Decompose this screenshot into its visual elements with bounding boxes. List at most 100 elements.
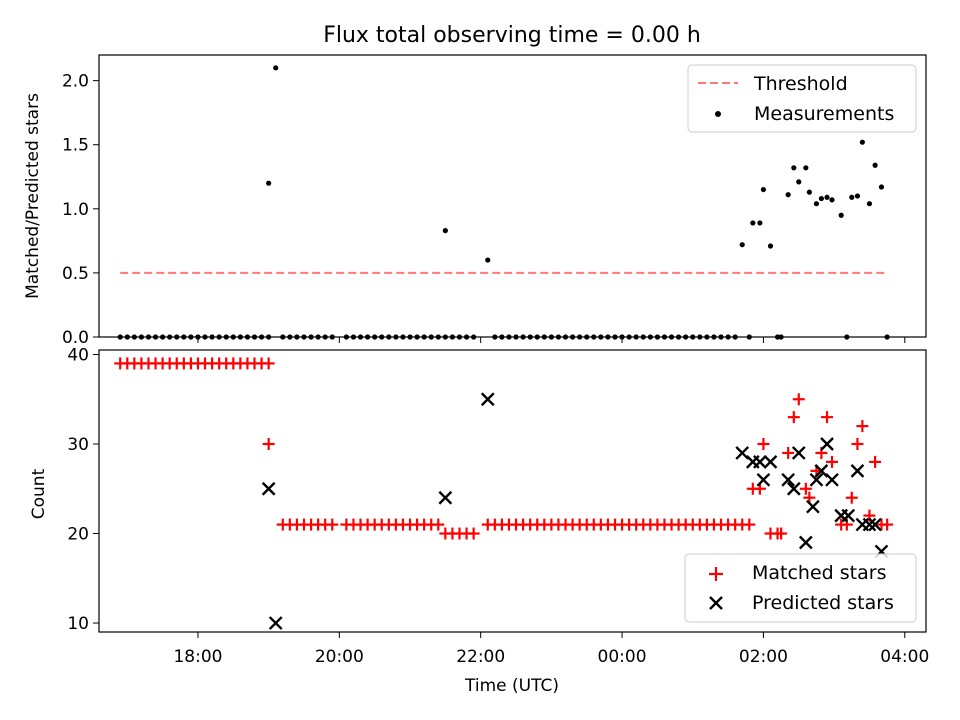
- measurement-point: [838, 212, 844, 218]
- chart-title: Flux total observing time = 0.00 h: [323, 23, 701, 48]
- measurement-point: [704, 334, 710, 340]
- measurement-point: [690, 334, 696, 340]
- measurement-point: [414, 334, 420, 340]
- measurement-point: [301, 334, 307, 340]
- predicted-star-marker: [841, 508, 856, 523]
- matched-star-marker: [467, 527, 480, 540]
- measurement-point: [209, 334, 215, 340]
- matched-star-marker: [845, 491, 858, 504]
- measurement-point: [315, 334, 321, 340]
- measurement-point: [237, 334, 243, 340]
- predicted-star-marker: [786, 481, 801, 496]
- measurement-point: [124, 334, 130, 340]
- measurement-point: [471, 334, 477, 340]
- measurement-point: [757, 220, 763, 226]
- matched-legend-label: Matched stars: [752, 562, 886, 584]
- measurement-point: [357, 334, 364, 340]
- measurements-legend-label: Measurements: [754, 103, 894, 125]
- x-tick-label: 00:00: [598, 647, 647, 667]
- predicted-star-marker: [763, 455, 778, 469]
- predicted-star-marker: [809, 472, 824, 487]
- measurement-point: [796, 179, 802, 185]
- measurement-point: [273, 65, 279, 71]
- measurement-point: [152, 334, 159, 340]
- matched-star-marker: [787, 411, 800, 424]
- measurement-point: [181, 334, 187, 340]
- x-tick-label: 20:00: [315, 647, 364, 667]
- measurement-point: [456, 334, 463, 340]
- x-tick-label: 02:00: [739, 647, 788, 667]
- matched-star-marker: [792, 393, 805, 406]
- measurement-point: [577, 334, 583, 340]
- measurement-point: [343, 334, 349, 340]
- predicted-star-marker: [806, 499, 820, 514]
- ratio-y-axis-label: Matched/Predicted stars: [23, 93, 43, 299]
- predicted-star-marker: [850, 464, 865, 478]
- x-tick-label: 22:00: [456, 647, 505, 667]
- measurement-point: [626, 334, 632, 340]
- matched-star-marker: [262, 357, 275, 370]
- measurement-point: [117, 334, 123, 340]
- measurement-point: [760, 186, 767, 193]
- measurement-point: [866, 201, 873, 207]
- measurement-point: [499, 334, 505, 340]
- measurement-point: [393, 334, 399, 340]
- measurement-point: [167, 334, 173, 340]
- x-tick-label: 18:00: [173, 647, 222, 667]
- measurement-point: [859, 139, 865, 145]
- count-y-tick-label: 10: [67, 614, 89, 634]
- matched-legend-swatch: [709, 567, 723, 581]
- predicted-star-marker: [753, 455, 767, 469]
- measurement-point: [534, 334, 540, 340]
- ratio-legend-box: [687, 64, 917, 133]
- measurement-point: [463, 334, 470, 340]
- measurement-point: [844, 334, 850, 340]
- threshold-legend-label: Threshold: [753, 73, 848, 95]
- measurement-point: [633, 334, 639, 340]
- measurement-point: [746, 334, 752, 340]
- measurement-point: [872, 162, 878, 168]
- count-panel-frame: [98, 349, 927, 633]
- measurement-point: [683, 334, 689, 340]
- measurement-point: [813, 201, 820, 207]
- measurement-point: [791, 165, 797, 171]
- predicted-star-marker: [820, 437, 834, 451]
- measurement-point: [131, 334, 137, 340]
- ratio-y-tick-label: 1.0: [62, 200, 89, 220]
- matched-star-marker: [326, 518, 339, 531]
- measurement-point: [541, 334, 547, 340]
- predicted-star-marker: [798, 535, 813, 550]
- matched-star-marker: [775, 527, 788, 540]
- measurement-point: [750, 220, 756, 226]
- measurement-point: [676, 334, 682, 340]
- measurement-point: [202, 334, 208, 340]
- measurement-point: [258, 334, 265, 340]
- predicted-star-marker: [868, 517, 882, 532]
- ratio-panel-frame: [98, 54, 927, 338]
- matched-star-marker: [743, 518, 756, 531]
- ratio-y-tick-label: 0.0: [62, 328, 89, 348]
- measurement-point: [492, 334, 498, 340]
- measurement-point: [661, 334, 668, 340]
- measurement-point: [322, 334, 328, 340]
- measurement-point: [569, 334, 576, 340]
- matched-star-marker: [825, 455, 838, 468]
- measurement-point: [442, 228, 448, 234]
- measurement-point: [806, 189, 812, 195]
- measurement-point: [829, 197, 835, 203]
- measurement-point: [435, 334, 441, 340]
- matched-star-marker: [757, 438, 770, 450]
- measurement-point: [400, 334, 406, 340]
- measurement-point: [230, 334, 236, 340]
- measurement-point: [244, 334, 251, 340]
- measurement-point: [145, 334, 152, 340]
- predicted-star-marker: [791, 446, 806, 460]
- measurement-point: [548, 334, 554, 340]
- matched-star-marker: [851, 438, 864, 450]
- measurement-point: [442, 334, 448, 340]
- measurement-point: [407, 334, 413, 340]
- measurement-point: [266, 334, 272, 340]
- measurement-point: [647, 334, 653, 340]
- measurement-point: [372, 334, 378, 340]
- count-y-axis-label: Count: [29, 468, 49, 519]
